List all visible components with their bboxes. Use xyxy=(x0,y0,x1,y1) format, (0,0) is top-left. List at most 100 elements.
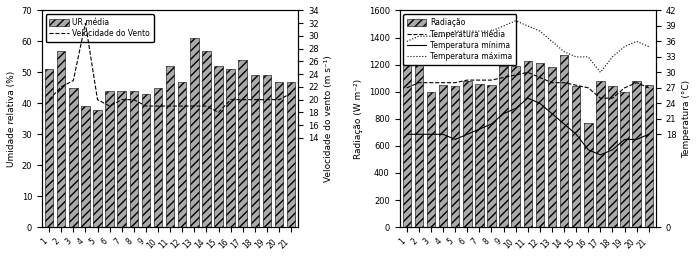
Bar xyxy=(214,66,223,227)
Temperatura mínima xyxy=(584,148,593,151)
Bar xyxy=(596,81,604,227)
Y-axis label: Radiação (W m⁻²): Radiação (W m⁻²) xyxy=(354,79,363,159)
Temperatura mínima xyxy=(548,112,556,115)
Bar xyxy=(105,91,114,227)
Temperatura média xyxy=(524,71,532,74)
Temperatura mínima xyxy=(403,133,411,136)
Bar xyxy=(584,123,593,227)
Temperatura máxima xyxy=(644,45,653,48)
Temperatura mínima xyxy=(632,138,641,141)
Bar xyxy=(608,86,617,227)
Bar xyxy=(154,88,162,227)
Temperatura máxima xyxy=(535,30,544,33)
Bar xyxy=(403,46,411,227)
Legend: UR média, Velocidade do Vento: UR média, Velocidade do Vento xyxy=(45,14,154,42)
Bar xyxy=(499,66,508,227)
Bar xyxy=(178,82,186,227)
Temperatura mínima xyxy=(499,112,507,115)
Bar xyxy=(239,60,247,227)
Y-axis label: Temperatura (°C): Temperatura (°C) xyxy=(682,80,691,158)
Temperatura máxima xyxy=(499,24,507,27)
Bar xyxy=(644,85,653,227)
Temperatura máxima xyxy=(608,55,616,58)
Temperatura média xyxy=(439,81,447,84)
Bar xyxy=(415,55,423,227)
Temperatura máxima xyxy=(487,30,496,33)
Temperatura máxima xyxy=(426,35,435,38)
Temperatura máxima xyxy=(621,45,629,48)
Bar xyxy=(57,51,66,227)
Temperatura máxima xyxy=(524,24,532,27)
Bar xyxy=(94,109,102,227)
Temperatura média xyxy=(426,81,435,84)
Temperatura mínima xyxy=(463,133,471,136)
Bar xyxy=(572,86,581,227)
Temperatura máxima xyxy=(560,50,568,53)
Bar xyxy=(190,38,198,227)
Temperatura mínima xyxy=(439,133,447,136)
Temperatura média xyxy=(621,86,629,89)
Temperatura mínima xyxy=(415,133,423,136)
Temperatura mínima xyxy=(572,133,580,136)
Bar xyxy=(130,91,138,227)
Bar xyxy=(560,55,568,227)
Bar xyxy=(439,85,447,227)
Bar xyxy=(621,92,629,227)
Temperatura média xyxy=(560,81,568,84)
Temperatura mínima xyxy=(487,122,496,125)
Temperatura média xyxy=(415,81,423,84)
Bar xyxy=(548,67,556,227)
Y-axis label: Velocidade do vento (m s⁻¹): Velocidade do vento (m s⁻¹) xyxy=(325,56,333,182)
Bar xyxy=(535,63,544,227)
Temperatura máxima xyxy=(572,55,580,58)
Temperatura mínima xyxy=(475,127,484,131)
Bar xyxy=(69,88,77,227)
Temperatura mínima xyxy=(512,107,520,110)
Legend: Radiação, Temperatura média, Temperatura mínima, Temperatura máxima: Radiação, Temperatura média, Temperatura… xyxy=(403,14,516,65)
Temperatura mínima xyxy=(644,133,653,136)
Temperatura mínima xyxy=(621,138,629,141)
Temperatura máxima xyxy=(439,35,447,38)
Y-axis label: Umidade relativa (%): Umidade relativa (%) xyxy=(7,71,16,167)
Bar xyxy=(45,69,53,227)
Temperatura média xyxy=(512,74,520,77)
Bar xyxy=(451,86,459,227)
Bar xyxy=(202,51,211,227)
Bar xyxy=(512,66,520,227)
Bar xyxy=(262,76,271,227)
Bar xyxy=(142,94,150,227)
Temperatura máxima xyxy=(584,55,593,58)
Bar xyxy=(226,69,235,227)
Line: Temperatura média: Temperatura média xyxy=(407,72,648,98)
Bar xyxy=(463,81,472,227)
Temperatura média xyxy=(475,79,484,82)
Temperatura máxima xyxy=(475,30,484,33)
Temperatura média xyxy=(499,76,507,79)
Bar xyxy=(632,81,641,227)
Temperatura média xyxy=(487,79,496,82)
Temperatura máxima xyxy=(451,30,459,33)
Temperatura média xyxy=(403,86,411,89)
Bar xyxy=(251,76,259,227)
Temperatura máxima xyxy=(548,40,556,43)
Temperatura mínima xyxy=(426,133,435,136)
Bar xyxy=(487,85,496,227)
Bar xyxy=(475,84,484,227)
Temperatura média xyxy=(644,86,653,89)
Temperatura mínima xyxy=(535,102,544,105)
Temperatura média xyxy=(608,97,616,100)
Temperatura média xyxy=(632,81,641,84)
Temperatura mínima xyxy=(524,97,532,100)
Line: Temperatura máxima: Temperatura máxima xyxy=(407,21,648,72)
Temperatura mínima xyxy=(596,153,604,157)
Temperatura máxima xyxy=(415,35,423,38)
Temperatura máxima xyxy=(632,40,641,43)
Temperatura média xyxy=(451,81,459,84)
Temperatura média xyxy=(584,86,593,89)
Temperatura máxima xyxy=(512,19,520,22)
Bar xyxy=(426,92,435,227)
Temperatura média xyxy=(596,97,604,100)
Bar xyxy=(81,106,89,227)
Bar xyxy=(287,82,295,227)
Bar xyxy=(524,61,532,227)
